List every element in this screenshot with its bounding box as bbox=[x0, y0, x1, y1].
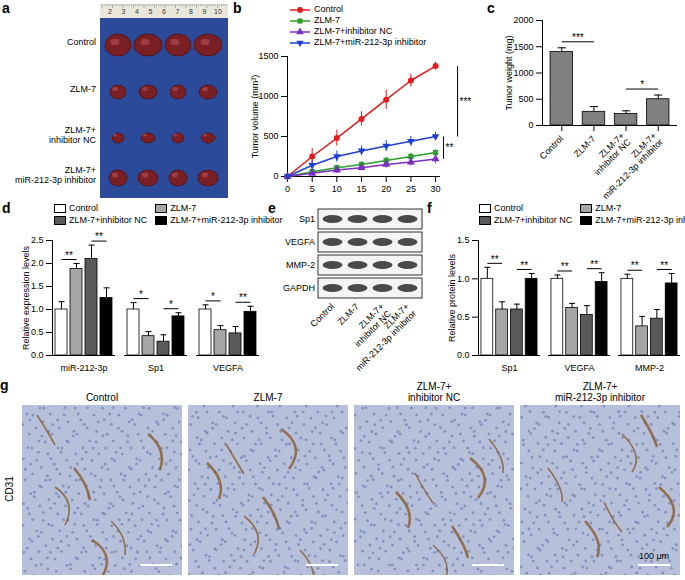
svg-text:**: ** bbox=[561, 261, 569, 272]
svg-text:ZLM-7+miR-212-3p inhibitor: ZLM-7+miR-212-3p inhibitor bbox=[15, 165, 96, 185]
svg-text:Tumor volume (mm³): Tumor volume (mm³) bbox=[250, 75, 260, 159]
svg-text:*: * bbox=[139, 289, 143, 300]
svg-text:1000: 1000 bbox=[513, 68, 533, 78]
svg-text:15: 15 bbox=[357, 184, 367, 194]
svg-text:1000: 1000 bbox=[258, 91, 278, 101]
svg-text:25: 25 bbox=[406, 184, 416, 194]
svg-text:*: * bbox=[211, 291, 215, 302]
svg-text:10: 10 bbox=[332, 184, 342, 194]
svg-text:miR-212-3p: miR-212-3p bbox=[60, 363, 107, 373]
svg-text:5: 5 bbox=[310, 184, 315, 194]
svg-text:Sp1: Sp1 bbox=[501, 363, 517, 373]
svg-text:Sp1: Sp1 bbox=[299, 214, 315, 224]
svg-text:**: ** bbox=[95, 231, 103, 242]
svg-text:0.5: 0.5 bbox=[31, 327, 44, 337]
svg-text:***: *** bbox=[572, 32, 584, 43]
svg-text:**: ** bbox=[590, 259, 598, 270]
svg-text:**: ** bbox=[491, 254, 499, 265]
svg-text:**: ** bbox=[520, 260, 528, 271]
svg-text:**: ** bbox=[631, 260, 639, 271]
svg-text:Sp1: Sp1 bbox=[148, 363, 164, 373]
svg-text:0: 0 bbox=[528, 120, 533, 130]
svg-text:MMP-2: MMP-2 bbox=[286, 260, 315, 270]
svg-text:20: 20 bbox=[381, 184, 391, 194]
svg-text:*: * bbox=[169, 299, 173, 310]
svg-text:2.5: 2.5 bbox=[31, 235, 44, 245]
svg-text:4: 4 bbox=[135, 8, 139, 15]
svg-text:**: ** bbox=[65, 250, 73, 261]
svg-text:Control: Control bbox=[308, 301, 336, 329]
svg-text:Relative protein levels: Relative protein levels bbox=[447, 253, 457, 342]
svg-text:10: 10 bbox=[214, 8, 222, 15]
svg-text:2.0: 2.0 bbox=[31, 258, 44, 268]
svg-text:***: *** bbox=[460, 96, 472, 107]
svg-text:5: 5 bbox=[149, 8, 153, 15]
svg-text:500: 500 bbox=[263, 131, 278, 141]
svg-text:GAPDH: GAPDH bbox=[283, 283, 315, 293]
svg-text:500: 500 bbox=[518, 94, 533, 104]
svg-text:3: 3 bbox=[122, 8, 126, 15]
svg-text:CD31: CD31 bbox=[4, 476, 15, 502]
svg-text:100 μm: 100 μm bbox=[639, 551, 669, 561]
svg-text:**: ** bbox=[239, 292, 247, 303]
svg-text:VEGFA: VEGFA bbox=[213, 363, 243, 373]
svg-text:ZLM-7+inhibitor NC: ZLM-7+inhibitor NC bbox=[49, 125, 97, 145]
svg-text:1500: 1500 bbox=[513, 42, 533, 52]
svg-text:VEGFA: VEGFA bbox=[285, 237, 315, 247]
svg-text:ZLM-7+miR-212-3p inhibitor: ZLM-7+miR-212-3p inhibitor bbox=[347, 301, 418, 372]
svg-text:ZLM-7: ZLM-7 bbox=[70, 84, 96, 94]
svg-text:0.0: 0.0 bbox=[31, 350, 44, 360]
svg-text:2: 2 bbox=[108, 8, 112, 15]
svg-text:0.0: 0.0 bbox=[457, 350, 470, 360]
svg-text:Control: Control bbox=[538, 134, 566, 162]
svg-text:9: 9 bbox=[203, 8, 207, 15]
svg-text:2000: 2000 bbox=[513, 15, 533, 25]
svg-text:1.0: 1.0 bbox=[31, 304, 44, 314]
svg-text:30: 30 bbox=[431, 184, 441, 194]
svg-text:**: ** bbox=[660, 260, 668, 271]
svg-text:8: 8 bbox=[189, 8, 193, 15]
svg-text:MMP-2: MMP-2 bbox=[635, 363, 664, 373]
svg-text:6: 6 bbox=[162, 8, 166, 15]
svg-text:ZLM-7: ZLM-7 bbox=[572, 134, 597, 159]
svg-text:ZLM-7+miR-212-3p inhibitor: ZLM-7+miR-212-3p inhibitor bbox=[594, 131, 665, 202]
svg-text:VEGFA: VEGFA bbox=[564, 363, 594, 373]
svg-text:Tumor weight (mg): Tumor weight (mg) bbox=[504, 35, 514, 110]
svg-text:**: ** bbox=[446, 142, 454, 153]
svg-text:7: 7 bbox=[176, 8, 180, 15]
svg-text:Control: Control bbox=[67, 37, 96, 47]
svg-text:0.5: 0.5 bbox=[457, 312, 470, 322]
svg-text:1500: 1500 bbox=[258, 51, 278, 61]
svg-text:1.5: 1.5 bbox=[31, 281, 44, 291]
svg-text:*: * bbox=[640, 79, 644, 90]
svg-text:1.0: 1.0 bbox=[457, 274, 470, 284]
svg-text:0: 0 bbox=[273, 171, 278, 181]
svg-text:0: 0 bbox=[285, 184, 290, 194]
svg-text:1.5: 1.5 bbox=[457, 235, 470, 245]
svg-text:Relative expression levels: Relative expression levels bbox=[21, 245, 31, 350]
